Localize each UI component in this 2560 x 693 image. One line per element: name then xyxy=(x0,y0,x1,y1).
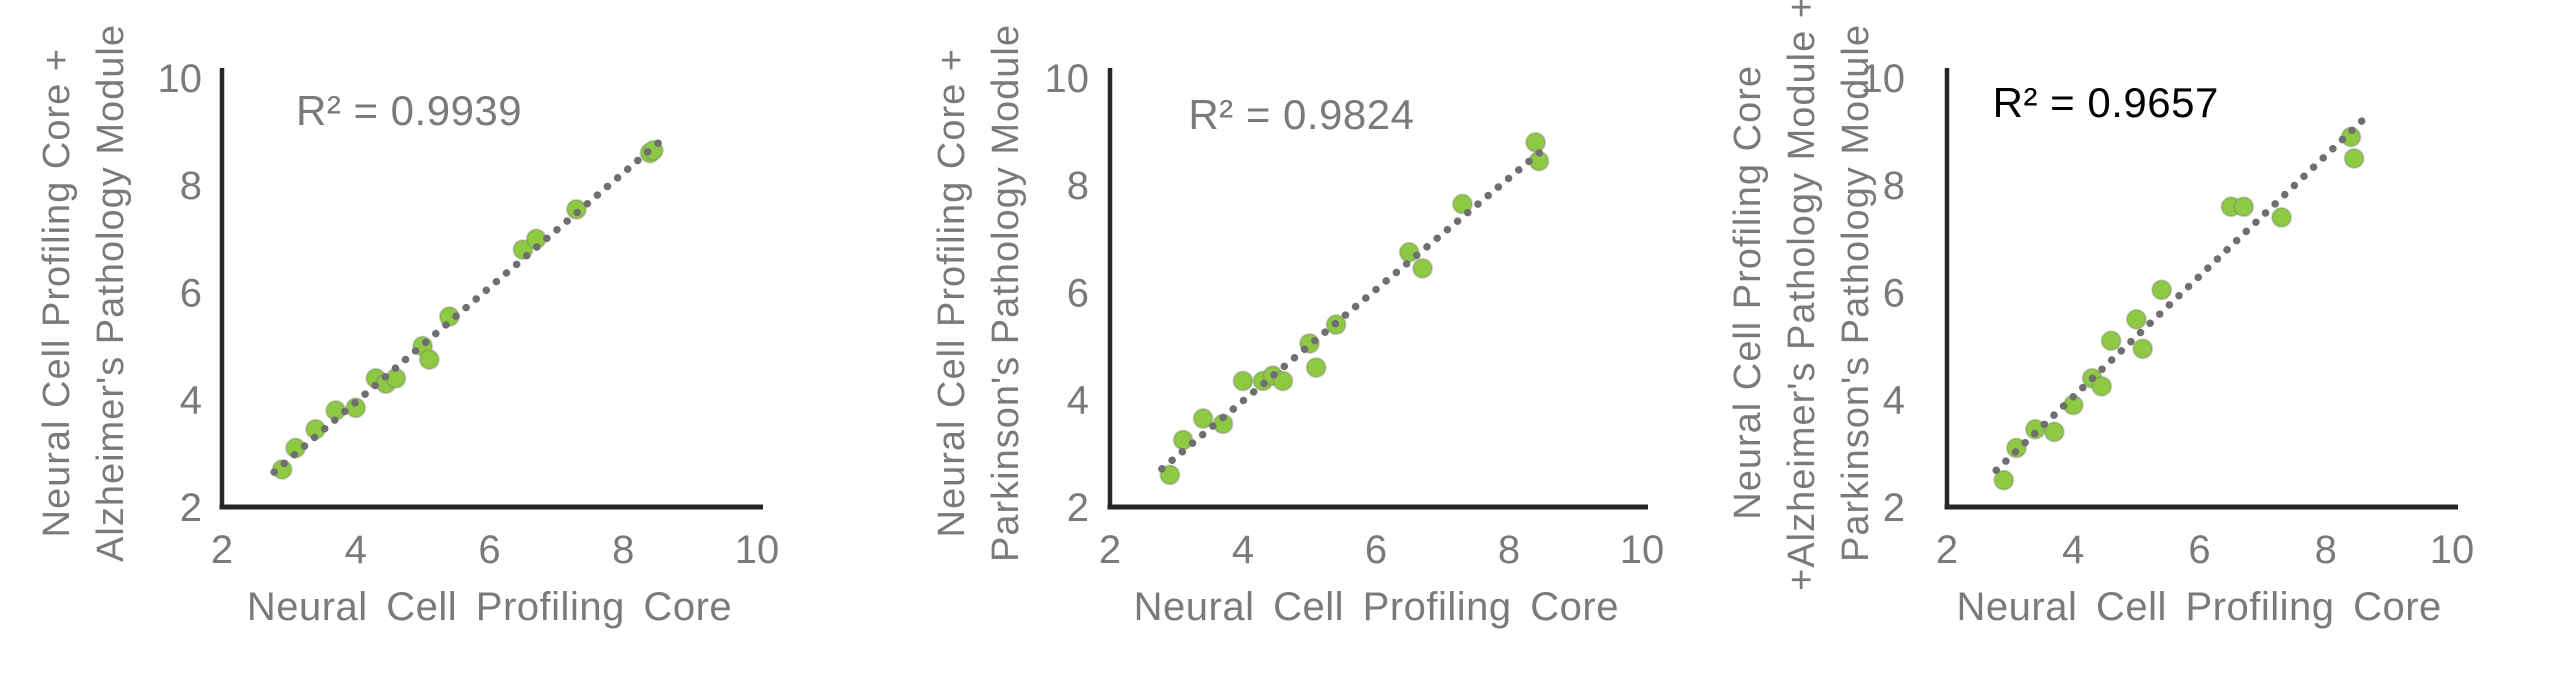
x-tick-label: 2 xyxy=(1099,528,1121,572)
y-tick-label: 6 xyxy=(1067,272,1089,316)
x-tick-label: 10 xyxy=(1620,528,1664,572)
data-point xyxy=(2043,421,2065,443)
scatter-chart-core-vs-parkinsons: 2 4 6 8 10 2 4 6 8 10 R² = 0.9824 Neural Cell Pro… xyxy=(853,0,1706,693)
y-tick-label: 2 xyxy=(1882,486,1904,530)
x-tick-label: 8 xyxy=(612,528,634,572)
x-tick-label: 6 xyxy=(1365,528,1387,572)
data-point xyxy=(2150,279,2172,301)
r2-label: R² = 0.9939 xyxy=(296,87,523,134)
plot-area-1: 2 4 6 8 10 2 4 6 8 10 xyxy=(158,57,780,572)
y-axis-title: Neural Cell Profiling Core + Parkinson's … xyxy=(931,24,1039,562)
y-axis-title-line: Neural Cell Profiling Core + xyxy=(36,47,78,538)
y-tick-label: 4 xyxy=(1067,379,1089,423)
x-axis-title: Neural Cell Profiling Core xyxy=(246,585,733,629)
data-point xyxy=(2131,338,2153,360)
data-point xyxy=(1272,370,1294,392)
data-point xyxy=(2270,206,2292,228)
x-tick-label: 10 xyxy=(735,528,779,572)
y-axis-title-line: +Alzheimer's Pathology Module + xyxy=(1780,0,1823,591)
r2-label: R² = 0.9824 xyxy=(1188,91,1415,138)
data-point xyxy=(2090,375,2112,397)
x-tick-label: 4 xyxy=(2062,528,2084,572)
x-tick-label: 6 xyxy=(478,528,500,572)
x-tick-label: 10 xyxy=(2429,528,2473,572)
y-tick-label: 4 xyxy=(1882,379,1904,423)
y-tick-label: 10 xyxy=(1860,57,1904,101)
x-axis-title: Neural Cell Profiling Core xyxy=(1133,585,1619,629)
x-tick-label: 4 xyxy=(1232,528,1254,572)
y-axis-title: Neural Cell Profiling Core +Alzheimer's P… xyxy=(1726,0,1889,590)
data-point xyxy=(1525,131,1547,153)
x-tick-label: 2 xyxy=(211,528,233,572)
data-point xyxy=(2005,437,2027,459)
x-tick-label: 4 xyxy=(345,528,367,572)
y-axis-title-line: Neural Cell Profiling Core + xyxy=(931,47,974,538)
trendline xyxy=(1158,140,1553,473)
scatter-chart-core-vs-alzheimers: 2 4 6 8 10 2 4 6 8 10 R² = 0.9939 Neural Cell Pro… xyxy=(0,0,853,693)
data-point xyxy=(2100,330,2122,352)
y-tick-label: 6 xyxy=(1882,272,1904,316)
y-axis-title-line: Parkinson's Pathology Module xyxy=(1834,23,1877,562)
x-axis-title: Neural Cell Profiling Core xyxy=(1956,585,2442,629)
y-tick-label: 10 xyxy=(1045,57,1089,101)
data-point xyxy=(418,349,440,371)
x-tick-label: 8 xyxy=(2314,528,2336,572)
data-point xyxy=(2232,196,2254,218)
y-axis-title: Neural Cell Profiling Core + Alzheimer's … xyxy=(36,24,144,562)
data-point xyxy=(1452,193,1474,215)
r2-label: R² = 0.9657 xyxy=(1992,79,2219,126)
y-tick-label: 6 xyxy=(180,272,202,316)
data-point xyxy=(1192,408,1214,430)
data-point xyxy=(1992,469,2014,491)
x-tick-label: 8 xyxy=(1498,528,1520,572)
trendline xyxy=(1992,115,2368,475)
data-point xyxy=(2343,147,2365,169)
trendline xyxy=(270,134,668,476)
plot-area-3: 2 4 6 8 10 2 4 6 8 10 xyxy=(1860,57,2474,572)
data-point xyxy=(1172,429,1194,451)
x-tick-label: 6 xyxy=(2188,528,2210,572)
y-axis-title-line: Parkinson's Pathology Module xyxy=(985,23,1028,562)
scatter-chart-core-vs-alzheimers-parkinsons: 2 4 6 8 10 2 4 6 8 10 R² = 0.9657 Neural Cell Pro… xyxy=(1707,0,2560,693)
data-point xyxy=(1305,357,1327,379)
data-point xyxy=(2125,308,2147,330)
data-point xyxy=(345,397,367,419)
y-tick-label: 8 xyxy=(1882,164,1904,208)
data-point xyxy=(1412,257,1434,279)
plot-area-2: 2 4 6 8 10 2 4 6 8 10 xyxy=(1045,57,1665,572)
y-tick-label: 2 xyxy=(180,486,202,530)
y-axis-title-line: Neural Cell Profiling Core xyxy=(1726,65,1769,520)
x-tick-label: 2 xyxy=(1936,528,1958,572)
y-tick-label: 8 xyxy=(1067,164,1089,208)
y-tick-label: 8 xyxy=(180,164,202,208)
y-tick-label: 10 xyxy=(158,57,202,101)
y-tick-label: 4 xyxy=(180,379,202,423)
y-tick-label: 2 xyxy=(1067,486,1089,530)
data-point xyxy=(2024,418,2046,440)
data-point xyxy=(1232,370,1254,392)
y-axis-title-line: Alzheimer's Pathology Module xyxy=(90,23,132,562)
